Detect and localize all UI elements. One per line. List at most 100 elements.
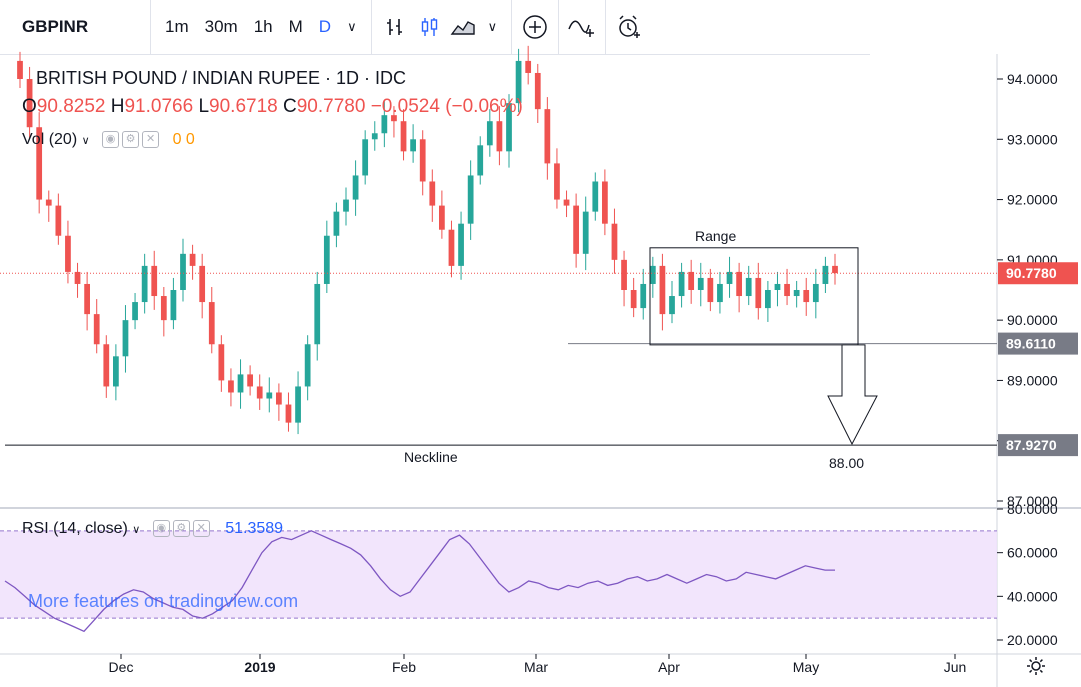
- candles-icon[interactable]: [412, 10, 446, 44]
- candle-body: [515, 60, 522, 104]
- candle-body: [362, 139, 369, 176]
- area-icon[interactable]: [446, 10, 480, 44]
- candle-body: [160, 296, 167, 321]
- price-tick-label: 92.0000: [1007, 192, 1058, 208]
- open-value: 90.8252: [36, 96, 106, 117]
- close-icon[interactable]: ✕: [192, 520, 210, 538]
- candle-body: [65, 235, 71, 272]
- candle-body: [228, 380, 234, 393]
- change-value: −0.0524 (−0.06%): [370, 96, 523, 117]
- visibility-eye-icon[interactable]: ◉: [152, 520, 170, 538]
- chart-settings-gear-icon[interactable]: [1025, 655, 1047, 677]
- candle-body: [170, 290, 177, 321]
- range-box: [649, 247, 859, 346]
- ohlc-legend: O90.8252 H91.0766 L90.6718 C90.7780 −0.0…: [22, 96, 523, 118]
- candle-body: [132, 302, 138, 321]
- volume-label[interactable]: Vol (20): [22, 131, 78, 148]
- target-arrow: [827, 344, 878, 446]
- candle-body: [371, 133, 378, 140]
- candle-body: [36, 127, 43, 200]
- interval-1h[interactable]: 1h: [253, 17, 273, 36]
- candle-body: [448, 229, 455, 266]
- candle-body: [582, 211, 589, 254]
- candle-body: [295, 386, 301, 423]
- close-value: 90.7780: [296, 96, 366, 117]
- symbol-search[interactable]: GBPINR: [22, 17, 89, 36]
- candle-body: [822, 265, 829, 284]
- candle-body: [496, 121, 503, 152]
- candle-body: [113, 356, 119, 387]
- interval-dropdown-chevron-icon[interactable]: ∨: [347, 19, 357, 34]
- candle-body: [678, 271, 685, 297]
- candle-body: [736, 271, 742, 297]
- candle-body: [55, 205, 62, 236]
- high-label: H: [110, 96, 125, 117]
- interval-month[interactable]: M: [288, 17, 303, 36]
- rsi-line: [4, 530, 835, 633]
- chart-title: BRITISH POUND / INDIAN RUPEE · 1D · IDC: [36, 68, 407, 88]
- candle-body: [793, 290, 800, 297]
- chevron-down-icon[interactable]: ∨: [81, 135, 90, 147]
- candle-body: [419, 139, 426, 182]
- rsi-label[interactable]: RSI (14, close): [22, 520, 128, 537]
- last-price-label: 90.7780: [1006, 265, 1057, 281]
- target-annotation: 88.00: [829, 455, 864, 471]
- time-tick-label: Mar: [524, 659, 548, 675]
- candle-body: [333, 211, 340, 236]
- candle-body: [544, 109, 551, 164]
- candle-body: [352, 175, 359, 200]
- candle-body: [26, 79, 33, 128]
- close-icon[interactable]: ✕: [142, 131, 160, 149]
- candle-body: [765, 290, 771, 309]
- interval-30m[interactable]: 30m: [204, 17, 238, 36]
- interval-1m[interactable]: 1m: [165, 17, 189, 36]
- main-pane: Range Neckline 88.00: [0, 45, 997, 471]
- rsi-pane: [0, 530, 997, 633]
- rsi-tick-label: 60.0000: [1007, 545, 1058, 561]
- candle-body: [218, 344, 225, 381]
- time-tick-label: Feb: [392, 659, 416, 675]
- rsi-tick-label: 80.0000: [1007, 501, 1058, 517]
- level-badge: [998, 332, 1078, 355]
- bars-style-icon[interactable]: [378, 10, 412, 44]
- add-indicator-icon[interactable]: [518, 10, 552, 44]
- alert-icon[interactable]: [612, 10, 646, 44]
- candle-body: [707, 277, 714, 303]
- open-label: O: [22, 96, 37, 117]
- candle-body: [285, 404, 292, 423]
- candle-body: [141, 265, 148, 303]
- visibility-eye-icon[interactable]: ◉: [102, 131, 120, 149]
- candle-body: [659, 265, 666, 315]
- candle-body: [477, 145, 484, 176]
- time-tick-label: 2019: [244, 659, 275, 675]
- candle-body: [151, 265, 158, 297]
- last-price-badge: [998, 262, 1078, 285]
- tradingview-watermark[interactable]: More features on tradingview.com: [28, 591, 299, 611]
- high-value: 91.0766: [124, 96, 194, 117]
- low-label: L: [198, 96, 210, 117]
- settings-gear-icon[interactable]: ⚙: [122, 131, 140, 149]
- candle-body: [199, 265, 206, 303]
- candle-body: [755, 277, 762, 309]
- candle-body: [832, 265, 838, 274]
- candle-body: [534, 72, 541, 110]
- candle-body: [467, 175, 474, 224]
- interval-day[interactable]: D: [318, 17, 332, 36]
- candle-body: [266, 392, 273, 399]
- settings-gear-icon[interactable]: ⚙: [172, 520, 190, 538]
- candle-body: [304, 344, 311, 387]
- candle-body: [103, 344, 110, 387]
- chart-toolbar: GBPINR 1m 30m 1h M D ∨ ∨: [0, 0, 870, 55]
- candle-body: [554, 163, 560, 200]
- chevron-down-icon[interactable]: ∨: [132, 524, 141, 536]
- candle-body: [506, 103, 512, 152]
- candle-body: [343, 199, 349, 212]
- candle-body: [189, 253, 196, 266]
- candle-body: [669, 296, 675, 315]
- candle-body: [93, 314, 100, 345]
- price-tick-label: 90.0000: [1007, 312, 1058, 328]
- chart-style-dropdown-chevron-icon[interactable]: ∨: [487, 19, 498, 34]
- candle-body: [784, 283, 790, 297]
- compare-icon[interactable]: [565, 10, 599, 44]
